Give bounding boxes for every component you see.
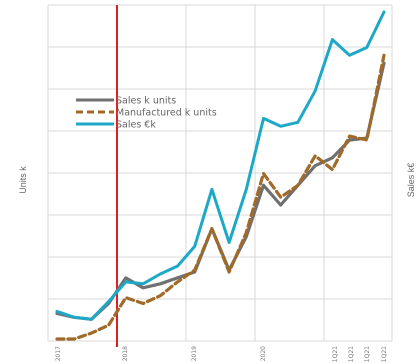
legend-label-1: Sales k units <box>116 96 176 107</box>
legend-label-2: Manufactured k units <box>116 108 217 119</box>
x-tick-label: 1Q21 <box>364 346 371 362</box>
y-axis-title-left: Units k <box>18 166 28 194</box>
gridlines <box>47 4 393 342</box>
x-tick-label: 1Q21 <box>381 346 388 362</box>
series-line-1 <box>55 61 386 321</box>
x-tick-label: 1Q21 <box>332 346 339 362</box>
series-lines <box>55 5 386 347</box>
x-tick-label: 2017 <box>55 346 62 361</box>
legend-label-3: Sales €k <box>116 120 156 131</box>
x-tick-label: 1Q21 <box>348 346 355 362</box>
series-line-3 <box>55 10 386 321</box>
y-axis-title-right: Sales k€ <box>406 163 416 198</box>
x-axis-ticks: 2017 2018 2019 2020 1Q21 1Q21 1Q21 1Q21 <box>55 346 388 362</box>
x-tick-label: 2019 <box>191 346 198 361</box>
x-tick-label: 2020 <box>260 346 267 361</box>
series-line-2 <box>55 53 386 341</box>
x-tick-label: 2018 <box>122 346 129 361</box>
